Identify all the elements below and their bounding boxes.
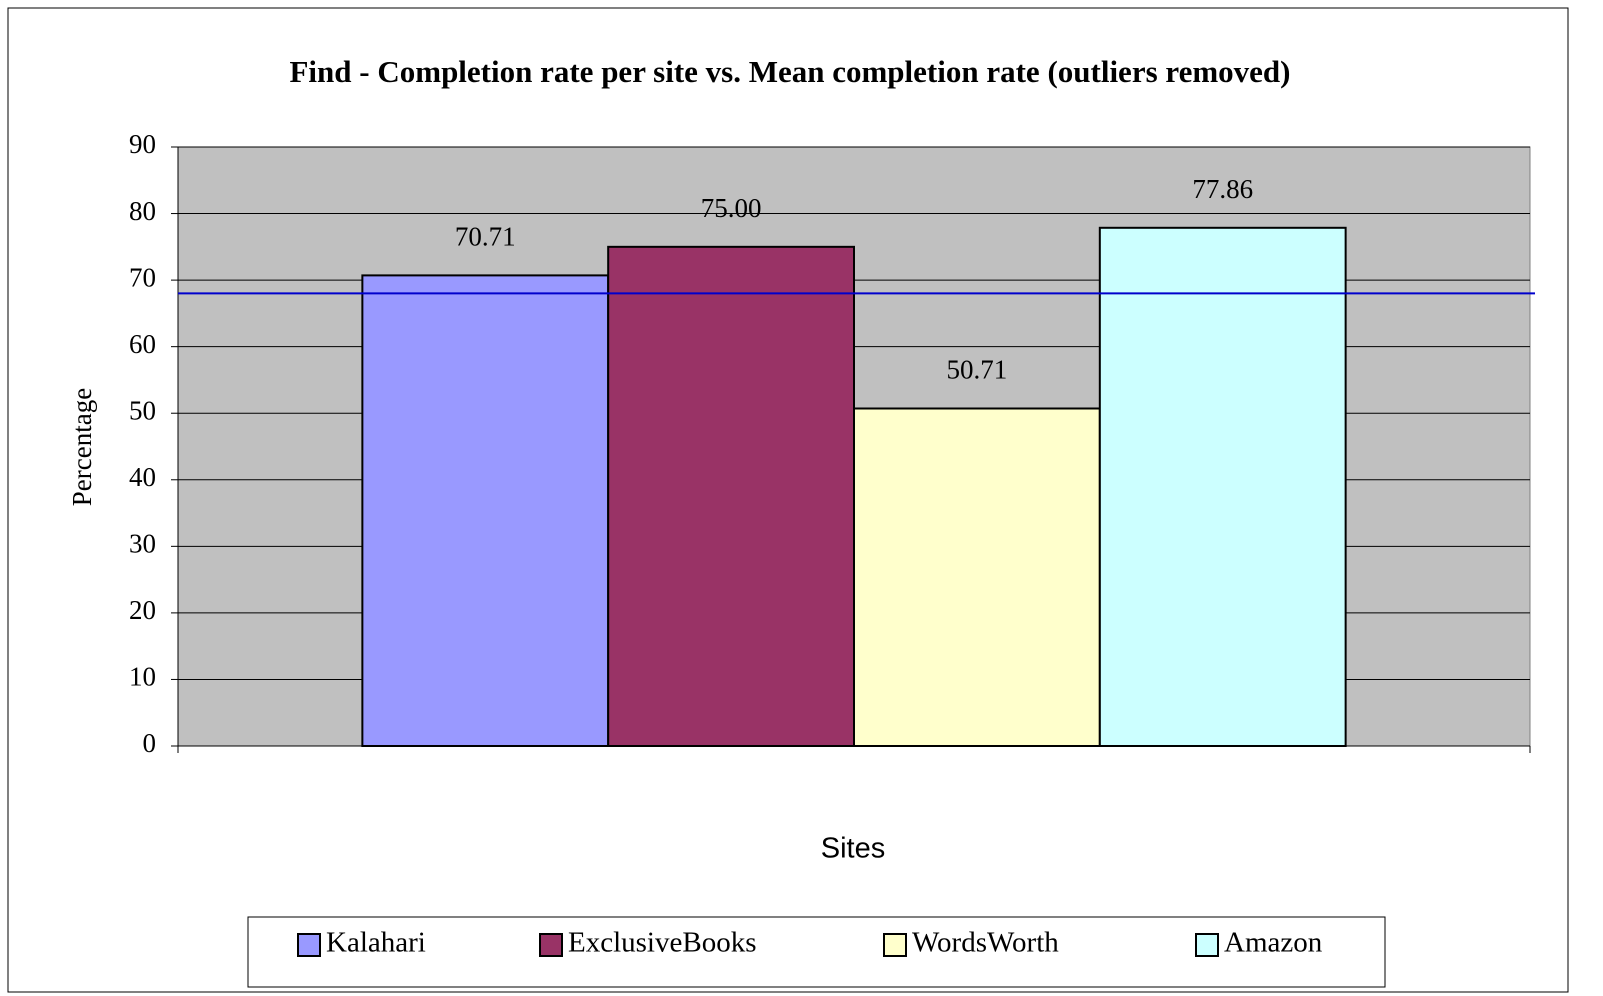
legend-swatch <box>539 933 563 957</box>
legend-swatch <box>883 933 907 957</box>
y-tick-label: 0 <box>143 728 157 758</box>
y-tick-label: 90 <box>129 129 156 159</box>
y-tick-label: 10 <box>129 662 156 692</box>
data-label: 77.86 <box>1192 174 1253 204</box>
bar <box>607 245 855 747</box>
bar <box>361 274 610 747</box>
y-tick-label: 50 <box>129 395 156 425</box>
legend-swatch <box>297 933 321 957</box>
y-tick-label: 40 <box>129 462 156 492</box>
y-tick-label: 80 <box>129 196 156 226</box>
bar <box>1098 226 1347 747</box>
y-tick-label: 20 <box>129 595 156 625</box>
y-axis-label: Percentage <box>67 388 97 506</box>
legend-swatch <box>1195 933 1219 957</box>
data-label: 50.71 <box>947 355 1008 385</box>
legend-label: Kalahari <box>326 927 426 959</box>
chart-title: Find - Completion rate per site vs. Mean… <box>290 54 1291 89</box>
x-axis-label: Sites <box>821 833 885 865</box>
data-label: 70.71 <box>455 222 516 252</box>
y-tick-label: 70 <box>129 262 156 292</box>
legend-label: WordsWorth <box>912 927 1059 959</box>
legend-label: ExclusiveBooks <box>568 927 757 959</box>
y-tick-label: 60 <box>129 329 156 359</box>
y-tick-label: 30 <box>129 529 156 559</box>
legend-label: Amazon <box>1224 927 1323 959</box>
data-label: 75.00 <box>701 193 762 223</box>
bar <box>853 407 1101 747</box>
